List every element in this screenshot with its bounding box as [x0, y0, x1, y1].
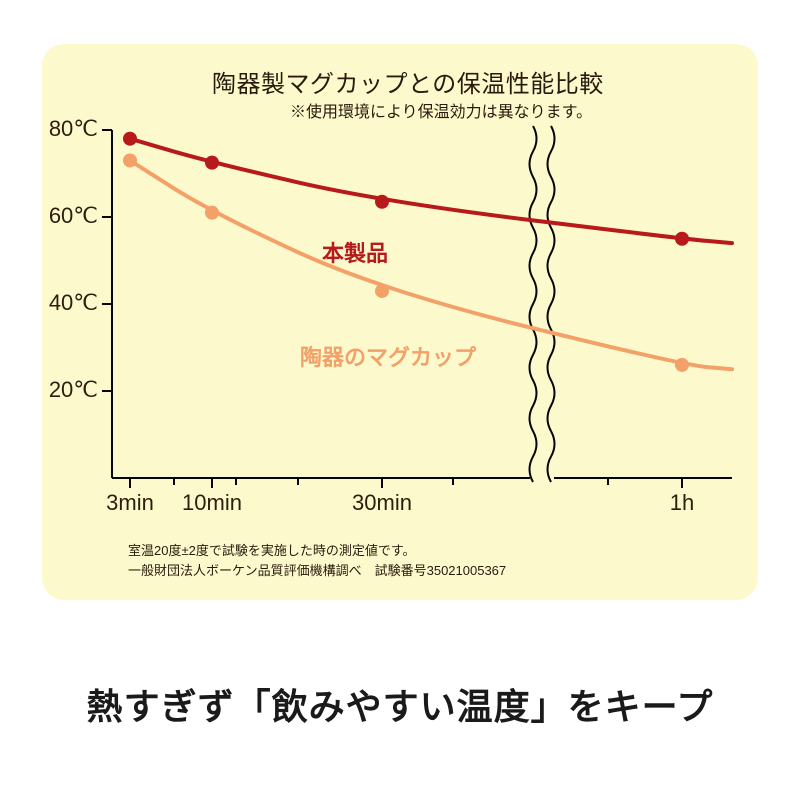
tagline: 熱すぎず「飲みやすい温度」をキープ	[0, 678, 800, 730]
x-tick-label: 3min	[85, 490, 175, 516]
x-tick-label: 10min	[167, 490, 257, 516]
series-label: 本製品	[322, 236, 388, 268]
y-tick-label: 40℃	[49, 290, 98, 316]
x-tick-label: 30min	[337, 490, 427, 516]
series-label: 陶器のマグカップ	[300, 340, 476, 372]
y-tick-label: 80℃	[49, 116, 98, 142]
x-tick-label: 1h	[637, 490, 727, 516]
footnote-line: 一般財団法人ボーケン品質評価機構調べ 試験番号35021005367	[128, 560, 506, 579]
y-tick-label: 60℃	[49, 203, 98, 229]
footnote-line: 室温20度±2度で試験を実施した時の測定値です。	[128, 540, 416, 559]
y-tick-label: 20℃	[49, 377, 98, 403]
